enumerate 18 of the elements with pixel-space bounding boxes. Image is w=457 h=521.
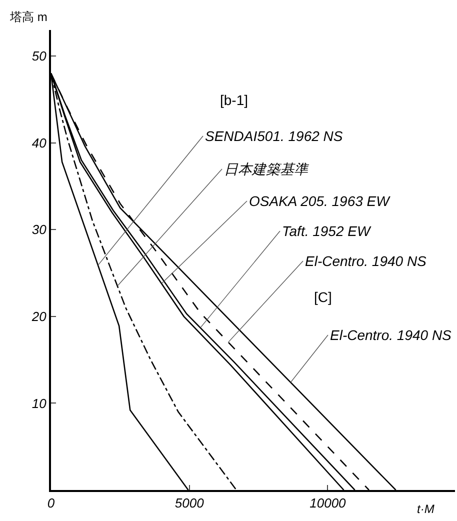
x-tick-label: 0: [47, 496, 56, 511]
annotation: Taft. 1952 EW: [282, 223, 372, 239]
annotation: OSAKA 205. 1963 EW: [249, 193, 392, 209]
y-tick-label: 10: [32, 396, 48, 411]
annotation: SENDAI501. 1962 NS: [205, 128, 344, 144]
annotation: El-Centro. 1940 NS: [305, 253, 428, 269]
y-axis-title: 塔高 m: [9, 10, 48, 24]
y-tick-label: 20: [30, 308, 48, 324]
annotation: El-Centro. 1940 NS: [330, 327, 452, 343]
y-tick-label: 40: [32, 135, 48, 150]
x-axis-title: t·M: [417, 502, 434, 516]
x-tick-label: 10000: [310, 496, 347, 511]
y-tick-label: 50: [32, 48, 48, 64]
annotation: [C]: [314, 289, 332, 305]
y-tick-label: 30: [32, 222, 48, 238]
annotation: [b-1]: [220, 92, 248, 108]
annotation: 日本建築基準: [224, 161, 310, 177]
x-tick-label: 5000: [174, 496, 205, 511]
